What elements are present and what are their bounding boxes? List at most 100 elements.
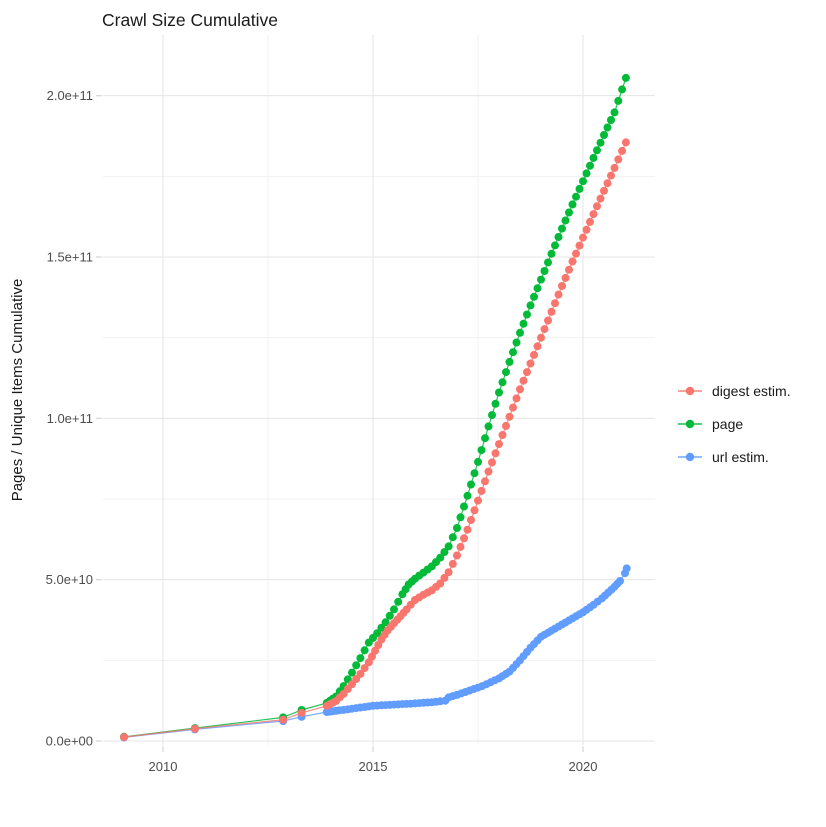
data-point: [530, 350, 538, 359]
data-point: [348, 668, 356, 677]
data-point: [547, 307, 556, 316]
series-digest-estim-: [120, 138, 630, 742]
data-point: [481, 434, 489, 443]
x-tick-label: 2020: [569, 759, 598, 774]
data-point: [444, 568, 453, 577]
x-tick-label: 2010: [149, 759, 178, 774]
data-point: [616, 577, 624, 585]
data-point: [526, 359, 535, 368]
data-point: [381, 618, 390, 627]
data-point: [621, 138, 630, 147]
data-point: [448, 559, 457, 568]
data-point: [610, 163, 619, 172]
data-point: [463, 525, 472, 534]
data-point: [558, 282, 566, 290]
data-point: [610, 108, 619, 117]
data-point: [474, 457, 482, 466]
data-point: [568, 257, 577, 266]
data-point: [509, 403, 517, 412]
data-point: [377, 623, 386, 632]
data-point: [607, 171, 615, 180]
data-point: [463, 491, 472, 500]
data-point: [460, 534, 468, 543]
data-point: [565, 265, 573, 274]
gridlines: [103, 35, 655, 745]
legend-item-digest: digest estim.: [678, 383, 791, 399]
y-tick-label: 2.0e+11: [47, 88, 93, 103]
data-point: [614, 96, 623, 105]
y-axis-title: Pages / Unique Items Cumulative: [9, 279, 26, 502]
data-point: [448, 533, 457, 542]
data-point: [484, 467, 493, 476]
data-point: [551, 299, 559, 308]
data-point: [488, 411, 496, 420]
data-point: [603, 123, 612, 132]
data-point: [523, 310, 531, 319]
x-axis: 2010 2015 2020: [149, 759, 598, 774]
data-point: [561, 273, 570, 282]
data-point: [120, 733, 128, 742]
data-point: [579, 177, 587, 186]
data-point: [558, 224, 566, 233]
data-point: [607, 116, 615, 124]
data-point: [481, 477, 489, 486]
data-point: [477, 446, 486, 455]
data-point: [540, 325, 549, 334]
data-point: [436, 553, 445, 562]
data-point: [373, 629, 382, 638]
data-point: [530, 292, 538, 301]
data-point: [394, 597, 403, 606]
legend-label: digest estim.: [712, 383, 791, 399]
data-point: [561, 216, 570, 225]
data-point: [516, 385, 524, 394]
data-point: [509, 348, 517, 357]
data-point: [352, 661, 361, 670]
data-point: [596, 138, 605, 147]
data-point: [568, 200, 577, 209]
data-point: [456, 542, 465, 551]
data-point: [488, 458, 496, 467]
data-point: [582, 225, 591, 234]
legend: digest estim. page url estim.: [678, 383, 791, 465]
data-point: [360, 646, 369, 655]
data-point: [516, 328, 524, 337]
data-point: [544, 258, 552, 267]
data-point: [436, 579, 445, 588]
data-point: [456, 513, 465, 522]
data-point: [512, 338, 521, 347]
data-point: [502, 421, 510, 430]
data-point: [618, 85, 627, 94]
data-point: [526, 301, 535, 310]
y-tick-label: 1.5e+11: [47, 250, 93, 265]
data-point: [579, 233, 587, 242]
data-point: [470, 506, 479, 515]
data-point: [593, 202, 601, 211]
data-point: [356, 654, 365, 663]
data-point: [190, 724, 199, 733]
data-point: [622, 564, 631, 573]
axis-tick-marks: [96, 95, 584, 752]
legend-key-dot-icon: [685, 386, 695, 396]
legend-label: url estim.: [712, 449, 769, 465]
chart-title: Crawl Size Cumulative: [102, 10, 278, 30]
data-point: [474, 496, 482, 505]
data-point: [618, 146, 627, 155]
data-point: [505, 357, 514, 366]
data-point: [498, 378, 507, 387]
data-point: [533, 342, 542, 351]
data-point: [385, 611, 394, 620]
data-point: [600, 186, 608, 195]
data-point: [453, 524, 461, 532]
legend-item-url: url estim.: [678, 449, 769, 465]
legend-key-dot-icon: [685, 419, 695, 429]
data-point: [360, 664, 369, 673]
data-point: [621, 73, 630, 82]
data-point: [565, 208, 573, 217]
y-tick-label: 5.0e+10: [46, 572, 93, 587]
x-tick-label: 2015: [359, 759, 388, 774]
data-point: [575, 184, 584, 193]
data-point: [460, 502, 468, 511]
data-point: [519, 319, 528, 328]
data-point: [495, 440, 503, 449]
data-point: [533, 284, 542, 293]
